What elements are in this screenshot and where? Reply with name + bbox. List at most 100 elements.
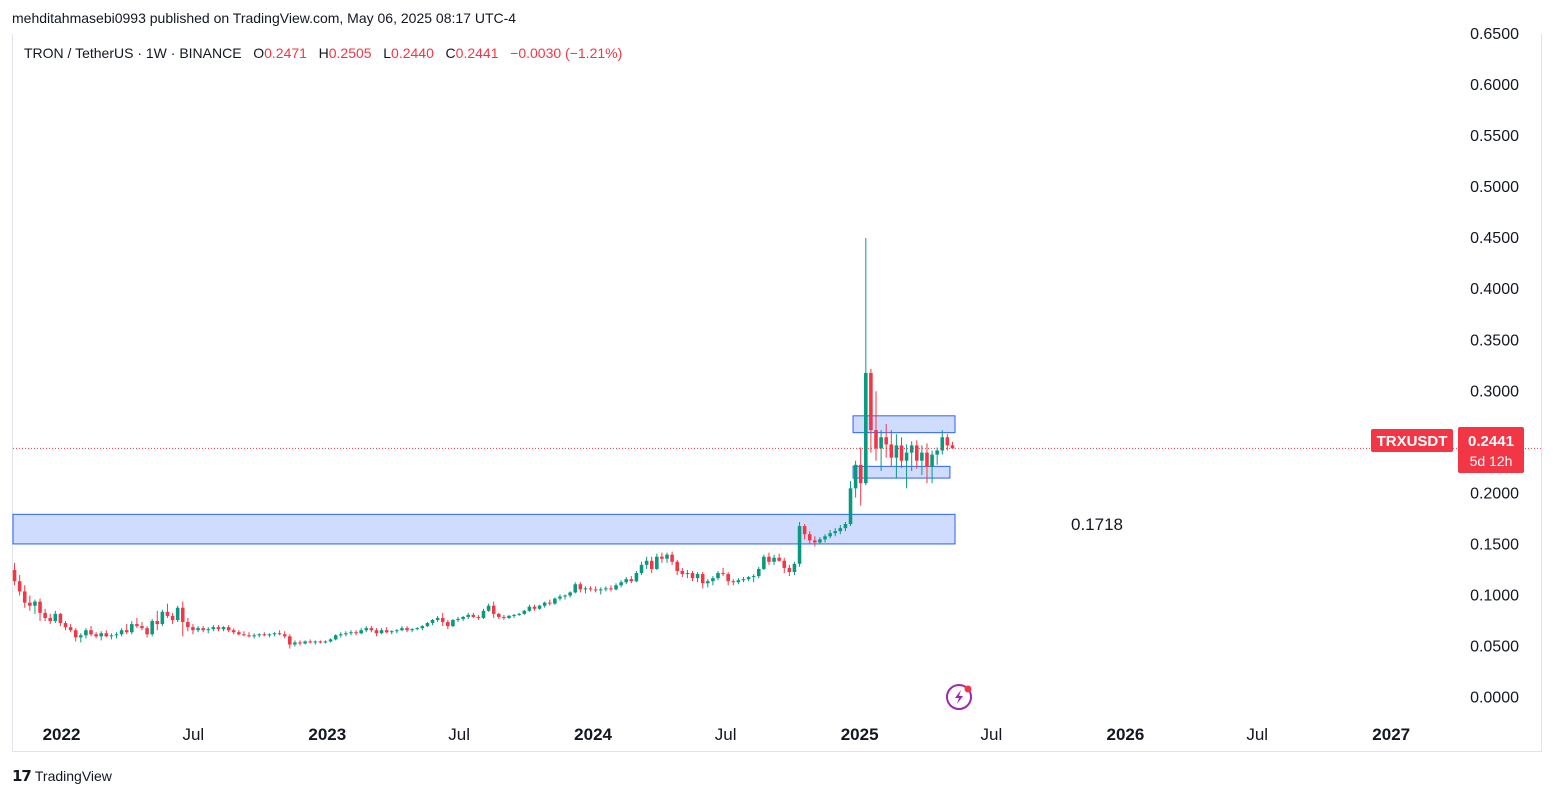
- candle: [869, 368, 873, 453]
- candle: [925, 443, 929, 484]
- candle: [920, 445, 924, 476]
- candle: [874, 391, 878, 461]
- publisher-header: mehditahmasebi0993 published on TradingV…: [12, 10, 517, 26]
- candle-body: [471, 614, 476, 617]
- candle: [542, 601, 547, 608]
- tradingview-logo-icon: 17: [12, 767, 32, 785]
- candle-body: [818, 539, 822, 543]
- candle: [507, 614, 511, 619]
- candle: [675, 559, 679, 576]
- candle: [660, 552, 664, 563]
- candle-body: [130, 624, 134, 633]
- candle-body: [466, 614, 470, 617]
- candle: [512, 613, 516, 618]
- candle-body: [395, 630, 399, 632]
- candle-body: [262, 634, 267, 636]
- x-tick-label: 2026: [1106, 725, 1144, 744]
- candle: [364, 626, 369, 633]
- candle-body: [155, 621, 160, 625]
- candle-body: [823, 536, 827, 540]
- y-tick-label: 0.6500: [1470, 26, 1519, 43]
- candle: [53, 610, 58, 624]
- candle: [211, 625, 216, 632]
- candle: [338, 632, 343, 638]
- candle: [823, 534, 827, 543]
- candle: [293, 640, 297, 647]
- candle-body: [440, 617, 445, 623]
- candle: [79, 633, 83, 643]
- candle-body: [308, 641, 312, 643]
- ticker-badge-label: TRXUSDT: [1377, 433, 1448, 450]
- candle: [84, 628, 88, 639]
- y-tick-label: 0.3500: [1470, 332, 1519, 349]
- candle-body: [807, 534, 812, 541]
- candle: [828, 530, 832, 539]
- candle: [726, 572, 730, 586]
- candle: [257, 633, 262, 638]
- candle: [558, 594, 562, 601]
- candle-body: [201, 628, 205, 631]
- candle: [756, 566, 761, 579]
- candle: [328, 638, 333, 643]
- candle-body: [165, 611, 170, 616]
- candle: [792, 561, 797, 576]
- candle-body: [216, 627, 221, 630]
- candle-body: [644, 560, 649, 565]
- chart-frame[interactable]: [12, 34, 1542, 752]
- candle-body: [619, 582, 623, 586]
- ticker-badge-bg: [1371, 429, 1453, 452]
- tradingview-logo[interactable]: 17 TradingView: [12, 767, 112, 785]
- y-tick-label: 0.5000: [1470, 179, 1519, 196]
- candle: [777, 553, 781, 562]
- candle: [848, 481, 853, 527]
- candle: [604, 586, 608, 592]
- candle-body: [787, 567, 792, 573]
- candle: [772, 554, 776, 565]
- candle: [313, 640, 318, 645]
- candle: [537, 604, 542, 610]
- candle: [48, 613, 53, 625]
- x-tick-label: 2025: [841, 725, 879, 744]
- candle-body: [629, 579, 634, 582]
- candle: [63, 621, 68, 631]
- candle-body: [502, 616, 506, 618]
- candle: [231, 628, 236, 635]
- candle: [894, 434, 899, 479]
- candle: [644, 556, 649, 569]
- flash-icon[interactable]: [946, 684, 972, 710]
- candle: [130, 621, 134, 635]
- candle-body: [639, 564, 644, 574]
- candle: [379, 628, 384, 635]
- candle-body: [196, 628, 200, 631]
- candle-body: [58, 613, 63, 624]
- zone-rect-1[interactable]: [852, 415, 956, 434]
- candle: [410, 628, 414, 633]
- candle: [670, 551, 674, 565]
- candle-body: [665, 554, 669, 559]
- candle-body: [486, 605, 491, 611]
- candle: [818, 537, 822, 545]
- candle: [150, 618, 154, 637]
- open-value: 0.2471: [264, 45, 307, 61]
- candle-body: [491, 605, 496, 614]
- candle: [242, 631, 246, 637]
- candle-body: [104, 633, 109, 637]
- x-tick-label: Jul: [981, 725, 1003, 744]
- candle-body: [588, 588, 593, 590]
- candle-body: [180, 607, 185, 623]
- candle-body: [369, 628, 374, 631]
- y-tick-label: 0.3000: [1470, 383, 1519, 400]
- zone-rect-0[interactable]: [12, 513, 956, 545]
- candle: [68, 624, 73, 633]
- candle: [446, 619, 450, 630]
- candle-body: [700, 574, 705, 584]
- candle-body: [333, 635, 338, 640]
- candle-body: [833, 531, 838, 534]
- symbol-legend[interactable]: TRON / TetherUS · 1W · BINANCE O0.2471 H…: [24, 45, 622, 61]
- candle: [884, 423, 888, 458]
- candle-body: [267, 634, 272, 636]
- candle: [532, 604, 537, 611]
- candle-body: [690, 573, 695, 579]
- candle-body: [853, 464, 858, 489]
